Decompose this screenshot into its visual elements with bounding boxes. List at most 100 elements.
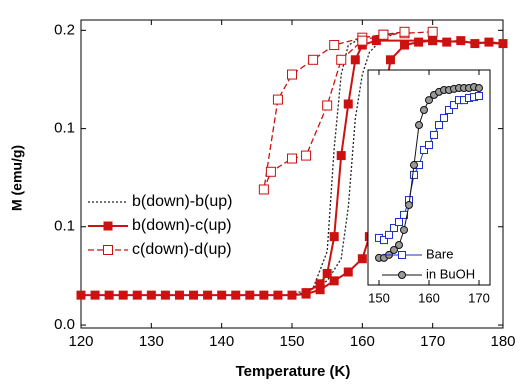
marker [322,268,332,278]
marker [390,224,398,233]
marker [103,221,113,231]
marker [430,130,438,139]
marker [484,37,494,47]
legend-label: b(down)-c(up) [132,217,232,234]
marker [231,290,241,300]
marker [160,290,170,300]
x-tick-label: 180 [490,333,515,350]
x-tick-label: 140 [209,333,234,350]
marker [498,39,508,49]
marker [428,36,438,46]
marker [301,150,312,161]
marker [287,290,297,300]
marker [301,288,311,298]
marker [435,121,443,130]
marker [400,40,410,50]
y-tick-label: 0.2 [54,21,75,38]
marker [203,290,213,300]
legend-label: in BuOH [426,266,475,281]
marker [329,40,340,51]
marker [287,69,297,80]
marker [174,290,184,300]
marker [427,26,438,37]
marker [273,290,283,300]
marker [357,254,367,264]
legend-label: Bare [426,246,453,261]
marker [385,230,393,239]
marker [398,271,406,279]
marker [400,225,408,234]
marker [329,276,339,286]
plot-frame [367,69,491,286]
marker [336,151,346,161]
marker [410,161,418,170]
marker [442,37,452,47]
marker [104,290,114,300]
marker [425,141,433,150]
marker [470,39,480,49]
y-tick-label: 0.1 [54,120,75,137]
marker [410,170,418,179]
x-axis-title: Temperature (K) [236,363,351,380]
x-tick-label: 130 [139,333,164,350]
x-tick-label: 170 [420,333,445,350]
marker [385,55,395,65]
y-tick-label: 0.1 [54,218,75,235]
marker [259,290,269,300]
marker [258,184,269,195]
x-tick-label: 170 [468,290,490,305]
marker [405,201,413,210]
marker [395,241,403,250]
y-axis-title: M (emu/g) [9,145,25,211]
x-tick-label: 160 [350,333,375,350]
marker [456,36,466,46]
marker [414,37,424,47]
marker [315,285,325,295]
marker [475,92,483,101]
marker [398,251,406,259]
marker [425,96,433,105]
marker [103,245,113,255]
marker [378,29,389,40]
marker [343,99,353,109]
marker [395,218,403,227]
x-tick-label: 150 [368,290,390,305]
marker [350,55,360,65]
legend-label: b(down)-b(up) [132,193,232,210]
marker [265,166,276,177]
marker [245,290,255,300]
marker [415,121,423,130]
marker [118,290,128,300]
marker [146,290,156,300]
y-tick-label: 0.0 [54,316,75,333]
marker [322,100,333,111]
marker [371,36,381,46]
marker [440,113,448,122]
marker [390,245,398,254]
marker [90,290,100,300]
marker [308,54,319,65]
marker [272,94,283,105]
marker [475,84,483,93]
marker [287,153,297,164]
legend-label: c(down)-d(up) [132,241,232,258]
marker [357,35,368,46]
marker [189,290,199,300]
marker [420,145,428,154]
marker [380,236,388,245]
x-tick-label: 150 [279,333,304,350]
marker [329,232,339,242]
x-tick-label: 120 [68,333,93,350]
x-tick-label: 160 [418,290,440,305]
marker [315,279,325,289]
marker [76,290,86,300]
marker [336,54,347,65]
marker [450,101,458,110]
marker [217,290,227,300]
marker [420,105,428,114]
marker [132,290,142,300]
marker [343,267,353,277]
marker [399,26,410,37]
